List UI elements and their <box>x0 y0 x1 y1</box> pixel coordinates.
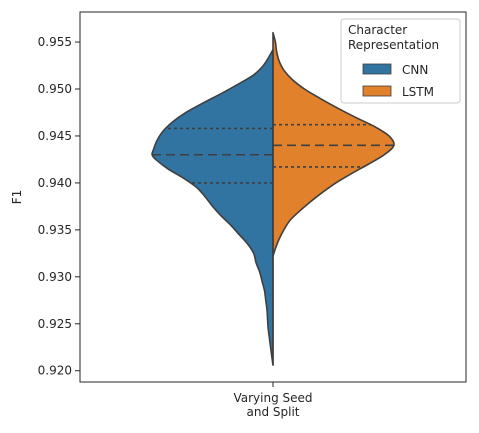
y-axis: 0.920 0.925 0.930 0.935 0.940 0.945 0.950 0.955 <box>38 35 80 378</box>
legend-label-lstm: LSTM <box>402 85 434 99</box>
y-tick-label: 0.940 <box>38 176 72 190</box>
legend: Character Representation CNN LSTM <box>340 18 461 104</box>
x-tick-label: Varying Seed and Split <box>233 391 312 419</box>
legend-swatch-cnn <box>362 63 392 75</box>
y-tick-label: 0.945 <box>38 129 72 143</box>
y-tick-label: 0.935 <box>38 223 72 237</box>
legend-title: Character Representation <box>348 23 439 52</box>
y-tick-label: 0.930 <box>38 270 72 284</box>
y-tick-label: 0.920 <box>38 364 72 378</box>
legend-swatch-lstm <box>362 85 392 97</box>
y-axis-label: F1 <box>10 190 24 205</box>
y-tick-label: 0.955 <box>38 35 72 49</box>
plot-frame <box>79 11 467 383</box>
quartile-lines <box>152 123 394 184</box>
violin-half-lstm <box>272 31 395 257</box>
violin-half-cnn <box>151 48 274 366</box>
legend-label-cnn: CNN <box>402 63 428 77</box>
legend-box <box>340 18 461 104</box>
x-axis: Varying Seed and Split <box>233 382 313 419</box>
y-tick-label: 0.950 <box>38 82 72 96</box>
y-tick-label: 0.925 <box>38 317 72 331</box>
